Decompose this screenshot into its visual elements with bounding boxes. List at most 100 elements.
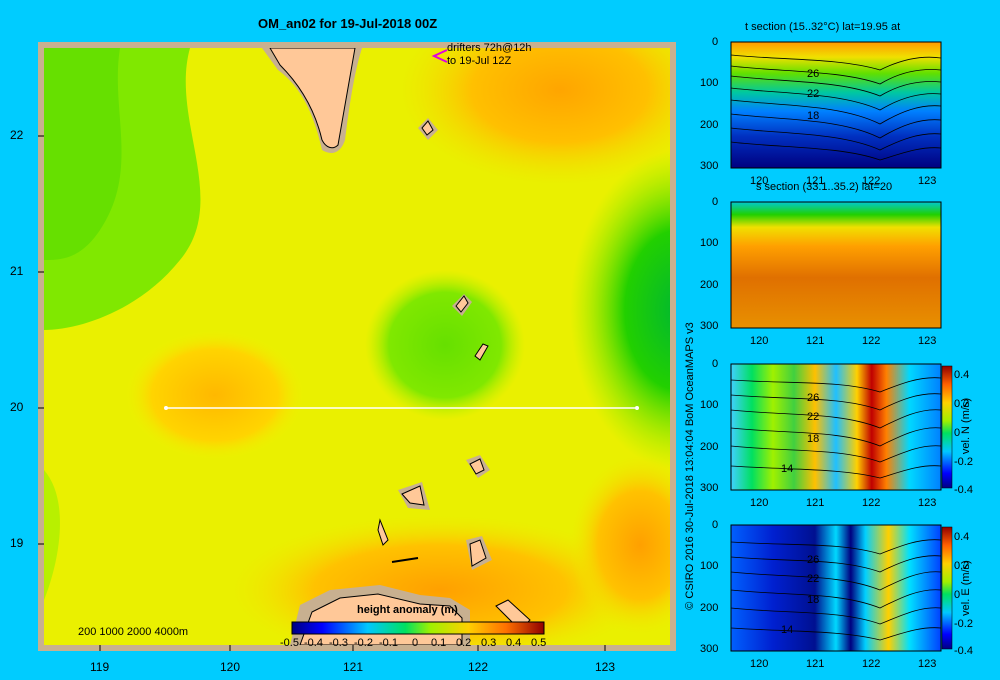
vele-section-contours [730,539,942,641]
island-land [474,343,489,361]
drifters-label-1: drifters 72h@12h [447,42,532,54]
lon-tick: 122 [862,175,881,187]
island-land [391,557,419,563]
contour-label: 22 [807,88,820,100]
lon-tick: 120 [750,658,769,670]
veln-colorbar-tick: 0 [954,427,961,439]
green-sw-region [44,470,60,600]
depth-tick: 0 [712,519,719,531]
green-west-core [44,48,122,260]
vele-colorbar-tick: 0.4 [954,531,970,543]
colorbar-tick: 0.5 [531,637,547,649]
depth-tick: 200 [700,441,719,453]
vele-colorbar [941,526,953,650]
s-section-plot [730,201,942,329]
contour-label: 18 [807,594,820,606]
section-start-marker [164,406,168,410]
colorbar-tick: -0.3 [329,637,348,649]
lat-tick: 21 [10,264,24,278]
lon-tick: 123 [918,497,937,509]
credit-text: © CSIRO 2016 30-Jul-2018 13:04:04 BoM Oc… [684,322,696,610]
t-section-title: t section (15..32°C) lat=19.95 at [745,21,901,33]
lon-tick: 121 [343,660,364,674]
veln-colorbar-tick: 0.4 [954,369,970,381]
colorbar-tick: 0.1 [431,637,447,649]
lon-tick: 121 [806,175,825,187]
map-title: OM_an02 for 19-Jul-2018 00Z [258,16,438,31]
lon-tick: 122 [862,335,881,347]
depth-tick: 200 [700,602,719,614]
s-section-title: s section (33.1..35.2) lat=20 [756,181,893,193]
orange-center-high [125,330,305,460]
lon-tick: 121 [806,497,825,509]
lon-tick: 123 [918,658,937,670]
lon-tick: 122 [862,497,881,509]
island-land [401,485,425,506]
veln-colorbar-tick: 0.2 [954,398,970,410]
depth-tick: 200 [700,279,719,291]
depth-tick: 300 [700,643,719,655]
depth-tick: 200 [700,119,719,131]
island-land [469,539,487,567]
height-colorbar [291,621,545,635]
island-land [455,295,469,313]
lon-tick: 122 [862,658,881,670]
colorbar-tick: -0.1 [379,637,398,649]
depth-tick: 100 [700,237,719,249]
vele-colorbar-tick: 0.2 [954,560,970,572]
colorbar-title: height anomaly (m) [357,604,458,616]
green-island-low [365,270,525,420]
taiwan-land [269,48,356,149]
colorbar-tick: 0.3 [481,637,497,649]
island-land [377,518,389,546]
lon-tick: 120 [220,660,241,674]
lon-tick: 123 [595,660,616,674]
vele-colorbar-tick: -0.4 [954,645,973,657]
contour-label: 26 [807,68,820,80]
contour-label: 18 [807,433,820,445]
orange-ne-high [400,48,670,185]
contour-label: 26 [807,392,820,404]
section-end-marker [635,406,639,410]
orange-se-high [570,455,670,635]
veln-colorbar-tick: -0.2 [954,456,973,468]
vele-colorbar-label: vel. E (m/s) [959,560,972,616]
contour-label: 14 [781,463,794,475]
depth-tick: 100 [700,399,719,411]
colorbar-tick: -0.4 [304,637,323,649]
depth-tick: 300 [700,320,719,332]
lon-tick: 120 [750,175,769,187]
lon-tick: 121 [806,658,825,670]
contour-label: 18 [807,110,820,122]
lon-tick: 123 [918,175,937,187]
t-section-contours [730,54,942,161]
depth-tick: 100 [700,560,719,572]
colorbar-tick: -0.2 [354,637,373,649]
veln-colorbar-tick: -0.4 [954,484,973,496]
veln-section-plot [730,363,942,491]
lon-tick: 120 [750,497,769,509]
colorbar-tick: 0.4 [506,637,522,649]
contour-label: 14 [781,624,794,636]
lat-tick: 22 [10,128,24,142]
veln-section-contours [730,377,942,479]
island-land [421,120,434,136]
depth-tick: 300 [700,482,719,494]
depth-legend: 200 1000 2000 4000m [78,626,189,638]
vele-colorbar-tick: 0 [954,589,961,601]
drifters-label-2: to 19-Jul 12Z [447,55,512,67]
contour-label: 26 [807,554,820,566]
lon-tick: 122 [468,660,489,674]
contour-label: 22 [807,411,820,423]
lon-tick: 120 [750,335,769,347]
depth-tick: 0 [712,358,719,370]
depth-tick: 0 [712,36,719,48]
island-land [469,458,485,475]
depth-tick: 100 [700,77,719,89]
drifter-icon [431,49,448,63]
veln-colorbar-label: vel. N (m/s) [960,397,973,455]
lon-tick: 123 [918,335,937,347]
green-east-low [570,150,670,470]
colorbar-tick: 0.2 [456,637,472,649]
depth-tick: 0 [712,196,719,208]
